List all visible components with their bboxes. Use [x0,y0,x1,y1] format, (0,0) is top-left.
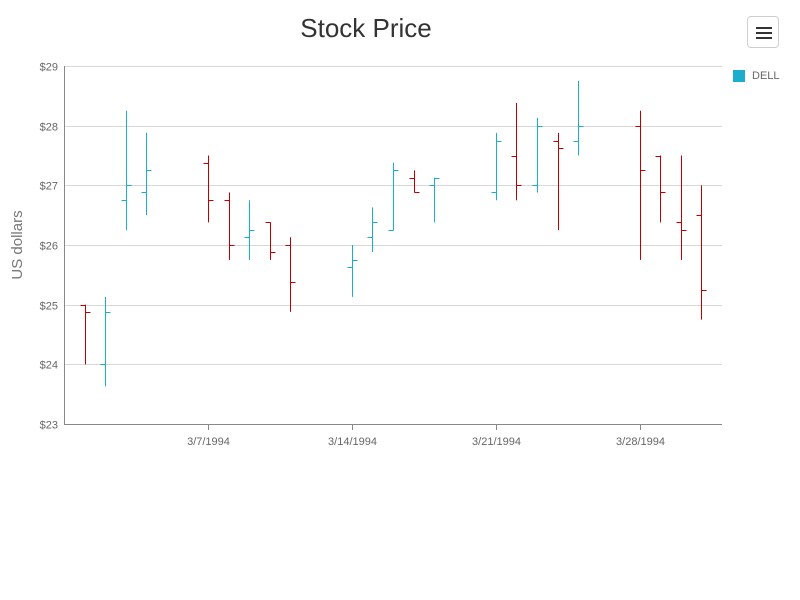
ohlc-bar[interactable] [676,155,687,260]
chart-menu-button[interactable] [747,16,779,48]
y-axis-ticks: $23 $24 $25 $26 $27 $28 $29 [40,62,58,432]
ohlc-bar[interactable] [388,162,399,231]
axes [64,66,722,425]
ohlc-bar[interactable] [655,155,666,223]
legend-item-dell[interactable]: DELL [733,69,780,83]
ohlc-bar[interactable] [224,192,235,260]
x-tick-label: 3/14/1994 [328,436,377,448]
ohlc-bar[interactable] [285,237,296,312]
ohlc-bar[interactable] [141,132,152,216]
ohlc-bar[interactable] [347,245,358,297]
ohlc-bar[interactable] [491,132,502,201]
ohlc-bar[interactable] [100,296,111,387]
chart-title: Stock Price [300,13,432,43]
ohlc-bar[interactable] [203,155,214,223]
y-tick-label: $24 [40,360,58,372]
gridlines [64,66,722,365]
ohlc-bar[interactable] [635,110,646,260]
legend-label: DELL [752,70,780,82]
ohlc-bar[interactable] [573,80,584,156]
x-tick-label: 3/7/1994 [187,436,230,448]
y-axis-title: US dollars [9,210,26,279]
legend-swatch [733,70,745,82]
ohlc-bar[interactable] [265,222,276,260]
ohlc-bar[interactable] [121,110,132,231]
y-tick-label: $27 [40,181,58,193]
y-tick-label: $25 [40,301,58,313]
ohlc-bar[interactable] [511,102,522,201]
ohlc-bar[interactable] [409,170,420,193]
hamburger-menu-icon [756,27,772,29]
ohlc-bar[interactable] [429,177,440,223]
ohlc-bar[interactable] [553,132,564,231]
x-tick-label: 3/28/1994 [616,436,665,448]
ohlc-bar[interactable] [367,207,378,253]
x-tick-label: 3/21/1994 [472,436,521,448]
ohlc-bar[interactable] [532,117,543,193]
ohlc-series-dell[interactable] [80,80,707,387]
y-tick-label: $28 [40,122,58,134]
ohlc-bar[interactable] [696,185,707,320]
y-tick-label: $29 [40,62,58,74]
y-tick-label: $23 [40,420,58,432]
x-axis-ticks: 3/7/1994 3/14/1994 3/21/1994 3/28/1994 [187,424,665,448]
y-tick-label: $26 [40,241,58,253]
ohlc-bar[interactable] [244,200,255,260]
ohlc-bar[interactable] [80,304,91,365]
